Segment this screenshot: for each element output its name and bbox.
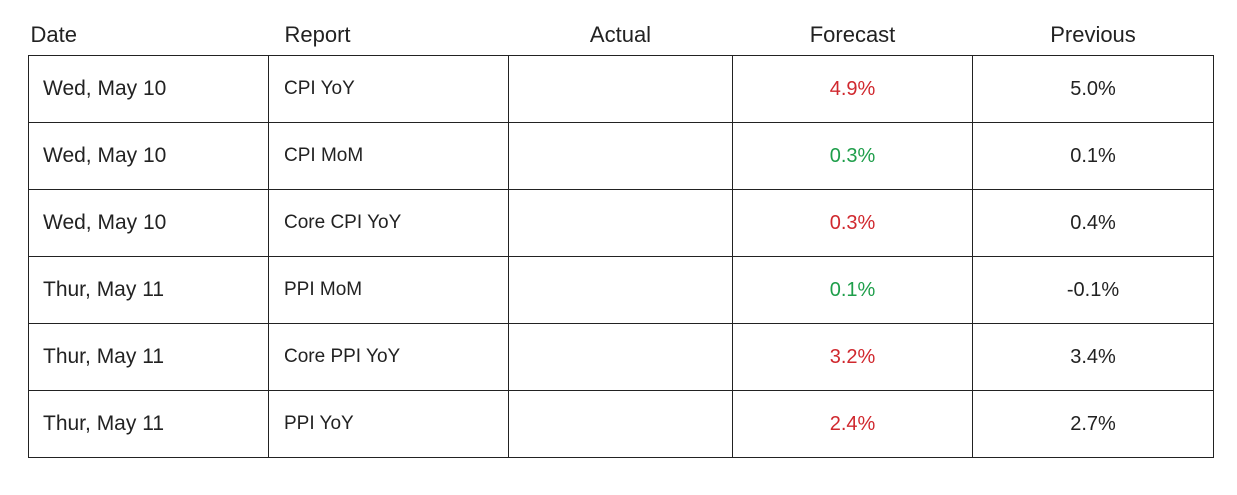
date-cell: Thur, May 11	[28, 256, 269, 324]
actual-cell	[508, 256, 733, 324]
forecast-cell: 3.2%	[732, 323, 973, 391]
table-row: Wed, May 10 CPI MoM 0.3% 0.1%	[28, 122, 1214, 190]
date-cell: Thur, May 11	[28, 390, 269, 458]
column-header: Report	[284, 21, 351, 47]
date-cell: Thur, May 11	[28, 323, 269, 391]
table-row: Wed, May 10 Core CPI YoY 0.3% 0.4%	[28, 189, 1214, 257]
column-header: Previous	[1050, 21, 1136, 47]
table-body: Wed, May 10 CPI YoY 4.9% 5.0% Wed, May 10 CPI…	[28, 55, 1214, 458]
report-cell: Core CPI YoY	[268, 189, 509, 257]
forecast-cell: 4.9%	[732, 55, 973, 123]
table-row: Wed, May 10 CPI YoY 4.9% 5.0%	[28, 55, 1214, 123]
date-cell: Wed, May 10	[28, 122, 269, 190]
previous-cell: 0.4%	[972, 189, 1214, 257]
calendar-table: Date Report Actual Forecast Previous Wed…	[28, 14, 1214, 458]
report-cell: PPI YoY	[268, 390, 509, 458]
header-row: Date Report Actual Forecast Previous	[29, 14, 1214, 56]
previous-cell: 5.0%	[972, 55, 1214, 123]
forecast-cell: 0.3%	[732, 189, 973, 257]
forecast-cell: 0.3%	[732, 122, 973, 190]
previous-cell: 0.1%	[972, 122, 1214, 190]
forecast-cell: 0.1%	[732, 256, 973, 324]
column-header: Actual	[589, 21, 652, 47]
actual-cell	[508, 122, 733, 190]
table-row: Thur, May 11 PPI MoM 0.1% -0.1%	[28, 256, 1214, 324]
column-header: Date	[30, 21, 77, 47]
previous-cell: -0.1%	[972, 256, 1214, 324]
actual-cell	[508, 189, 733, 257]
report-cell: PPI MoM	[268, 256, 509, 324]
previous-cell: 3.4%	[972, 323, 1214, 391]
report-cell: CPI YoY	[268, 55, 509, 123]
column-header: Forecast	[809, 21, 896, 47]
table-header: Date Report Actual Forecast Previous	[29, 14, 1214, 56]
date-cell: Wed, May 10	[28, 55, 269, 123]
report-cell: CPI MoM	[268, 122, 509, 190]
actual-cell	[508, 323, 733, 391]
table-row: Thur, May 11 PPI YoY 2.4% 2.7%	[28, 390, 1214, 458]
actual-cell	[508, 390, 733, 458]
date-cell: Wed, May 10	[28, 189, 269, 257]
forecast-cell: 2.4%	[732, 390, 973, 458]
previous-cell: 2.7%	[972, 390, 1214, 458]
actual-cell	[508, 55, 733, 123]
table-row: Thur, May 11 Core PPI YoY 3.2% 3.4%	[28, 323, 1214, 391]
report-cell: Core PPI YoY	[268, 323, 509, 391]
